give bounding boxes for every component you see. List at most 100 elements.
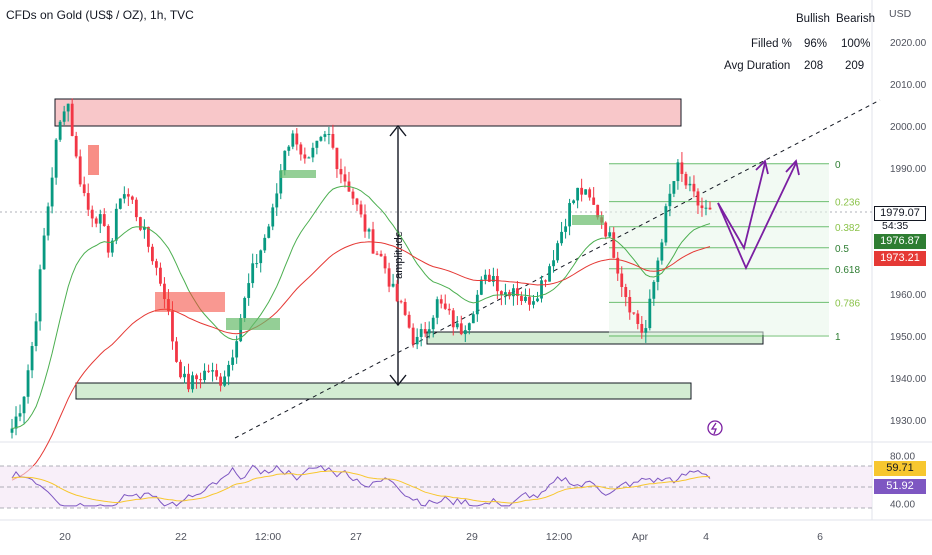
candle-body xyxy=(163,283,166,300)
candle-body xyxy=(616,257,620,274)
candle-body xyxy=(30,346,34,371)
ema-fast-line xyxy=(11,185,711,430)
candle-body xyxy=(299,144,303,155)
candle-body xyxy=(215,370,218,377)
candle-body xyxy=(243,297,247,319)
candle-body xyxy=(271,207,275,227)
candle-body xyxy=(668,193,672,207)
candle-body xyxy=(592,197,596,205)
candle-body xyxy=(700,205,704,209)
candle-body xyxy=(479,279,483,295)
stats-cell-bearish: 100% xyxy=(841,38,871,50)
candle-body xyxy=(387,268,391,287)
candle-body xyxy=(283,150,287,171)
candle-body xyxy=(544,280,547,282)
candle-body xyxy=(315,140,319,148)
candle-body xyxy=(696,191,700,206)
candle-body xyxy=(199,379,202,381)
rsi-line xyxy=(11,464,711,507)
x-tick-label: 12:00 xyxy=(546,531,572,543)
candle-body xyxy=(516,288,519,296)
candle-body xyxy=(632,312,636,314)
candle-body xyxy=(207,370,210,372)
projection-arrowhead xyxy=(785,159,800,176)
candle-body xyxy=(431,317,435,330)
stats-cell-bullish: 208 xyxy=(804,60,824,72)
candle-body xyxy=(572,200,576,204)
candle-body xyxy=(319,136,323,141)
candle-body xyxy=(303,154,307,159)
fib-level-label: 0 xyxy=(835,160,841,171)
candle-body xyxy=(14,416,18,429)
projection-path-alt xyxy=(717,162,766,251)
candle-body xyxy=(628,297,632,313)
candle-body xyxy=(395,283,399,302)
candle-body xyxy=(596,204,600,218)
candle-body xyxy=(231,357,235,365)
ema-slow-tag: 1973.21 xyxy=(874,251,926,266)
y-tick-label: 1960.00 xyxy=(890,290,927,301)
candle-body xyxy=(684,173,688,186)
fib-level-label: 0.786 xyxy=(835,298,860,309)
candle-body xyxy=(371,229,375,254)
candle-body xyxy=(94,218,98,224)
stats-cell-bullish: 96% xyxy=(804,38,828,50)
x-tick-label: 6 xyxy=(817,531,823,543)
candle-body xyxy=(114,208,118,241)
candle-body xyxy=(339,169,343,175)
candle-body xyxy=(151,246,154,262)
candle-body xyxy=(560,231,563,244)
candle-body xyxy=(548,266,551,282)
candle-body xyxy=(267,226,271,238)
candle-body xyxy=(118,198,122,209)
candle-body xyxy=(459,323,463,335)
rsi-value-tag: 51.92 xyxy=(874,479,926,494)
candle-body xyxy=(58,121,62,140)
fib-level-label: 0.618 xyxy=(835,265,860,276)
candle-body xyxy=(291,133,295,147)
candle-body xyxy=(335,147,339,170)
candle-body xyxy=(90,209,94,219)
candle-body xyxy=(475,294,479,315)
candle-body xyxy=(126,194,130,197)
candle-body xyxy=(259,250,263,264)
candle-body xyxy=(66,103,70,112)
candle-body xyxy=(608,232,612,237)
candle-body xyxy=(295,133,299,145)
candle-body xyxy=(263,237,267,251)
candle-body xyxy=(556,243,559,261)
candle-body xyxy=(142,226,146,230)
candle-body xyxy=(287,146,291,151)
y-tick-label: 2000.00 xyxy=(890,122,927,133)
candle-body xyxy=(78,156,82,185)
fib-level-label: 0.236 xyxy=(835,198,860,209)
fib-area xyxy=(609,163,829,335)
stats-cell-bearish: 209 xyxy=(845,60,865,72)
candle-body xyxy=(620,273,624,288)
projection-arrowhead xyxy=(755,159,769,175)
candle-body xyxy=(411,327,415,345)
candle-body xyxy=(367,229,371,232)
amplitude-arrowhead-top xyxy=(389,124,407,137)
candle-body xyxy=(50,177,54,207)
candle-body xyxy=(54,139,58,178)
candle-body xyxy=(331,133,335,148)
candle-body xyxy=(187,373,190,390)
candle-body xyxy=(568,203,571,227)
candle-body xyxy=(580,187,584,195)
candle-body xyxy=(18,413,22,417)
candle-body xyxy=(355,198,359,205)
candle-body xyxy=(10,428,14,433)
amplitude-arrowhead-bottom xyxy=(389,374,407,387)
candle-body xyxy=(171,311,174,342)
ema-fast-tag: 1976.87 xyxy=(874,234,926,249)
candle-body xyxy=(363,214,367,232)
candle-body xyxy=(379,253,383,257)
candle-body xyxy=(447,308,451,311)
candle-body xyxy=(247,283,251,298)
candle-body xyxy=(483,274,487,280)
candle-body xyxy=(415,336,419,345)
candle-body xyxy=(584,189,588,195)
